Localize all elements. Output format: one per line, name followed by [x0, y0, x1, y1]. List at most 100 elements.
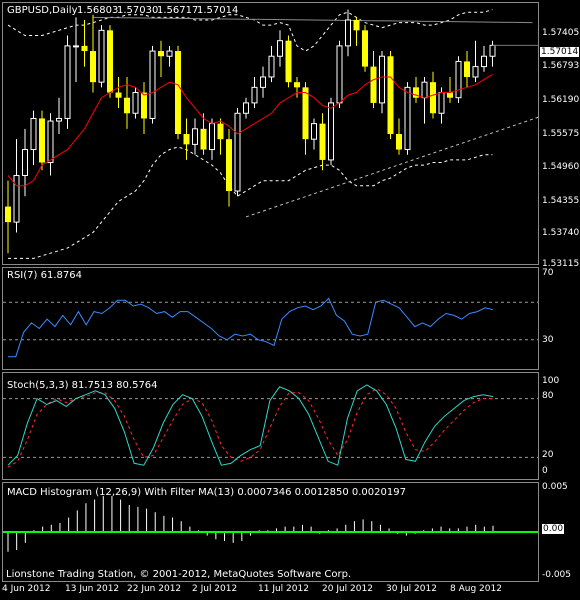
candle-body-bear: [175, 51, 181, 134]
candle-body-bull: [192, 128, 198, 145]
candle-body-bull: [22, 149, 28, 176]
candle-body-bull: [438, 92, 445, 114]
candle-body-bear: [90, 51, 96, 83]
candle-body-bull: [421, 81, 428, 99]
ohlc-open: 1.56803: [77, 5, 119, 16]
price-tick: 1.53115: [542, 259, 580, 269]
candle-body-bull: [311, 123, 317, 140]
candle-body-bear: [183, 134, 190, 145]
candle-body-bull: [328, 102, 334, 161]
macd-level: 0.00: [542, 524, 565, 534]
stoch-level: 0: [542, 466, 548, 476]
candle-body-bear: [200, 128, 207, 150]
candle-body-bear: [353, 19, 360, 31]
ohlc-close: 1.57014: [197, 5, 239, 16]
stoch-level: 80: [542, 391, 554, 401]
candle-body-bear: [294, 82, 300, 88]
candle-body-bull: [47, 120, 54, 164]
rsi-chart: [3, 297, 538, 358]
candle-body-bull: [260, 76, 266, 88]
candle-body-bull: [64, 45, 71, 119]
macd-label: MACD Histogram (12,26,9) With Filter MA(…: [7, 487, 406, 498]
macd-chart: [3, 496, 538, 552]
candle-body-bull: [268, 55, 275, 78]
stoch-main-line: [7, 384, 494, 466]
candle-body-bull: [132, 92, 139, 114]
rsi-panel: RSI(7) 61.8764: [2, 267, 539, 370]
candle-body-bear: [302, 87, 309, 140]
candle-body-bear: [124, 97, 130, 114]
candle-body-bear: [387, 56, 394, 134]
ohlc-low: 1.56717: [157, 5, 199, 16]
price-tick: 1.55575: [542, 129, 580, 139]
macd-level: 0.005: [542, 482, 568, 492]
candle-body-bear: [39, 118, 45, 163]
x-tick: 13 Jun 2012: [65, 584, 120, 594]
x-tick: 4 Jun 2012: [2, 584, 51, 594]
candle-body-bull: [234, 112, 241, 192]
rsi-level: 30: [542, 335, 554, 345]
candle-body-bull: [455, 60, 462, 99]
candle-body-bear: [5, 206, 11, 223]
candle-body-bear: [413, 87, 419, 98]
candle-body-bull: [277, 40, 283, 57]
price-panel: GBPUSD,Daily 1.56803 1.57030 1.56717 1.5…: [2, 2, 539, 265]
stoch-level: 20: [542, 450, 554, 460]
macd-level: -0.005: [542, 570, 572, 580]
candle-body-bull: [345, 19, 351, 47]
price-chart: [5, 9, 538, 259]
price-tick: 1.53740: [542, 228, 580, 238]
candle-body-bear: [370, 66, 377, 103]
price-tick: 1.56793: [542, 61, 580, 71]
candle-body-bull: [13, 174, 20, 223]
candle-body-bear: [362, 30, 368, 67]
candle-body-bull: [243, 102, 249, 114]
candle-body-bull: [98, 29, 105, 83]
price-tick: 1.54960: [542, 162, 580, 172]
candle-body-bull: [481, 55, 487, 68]
resistance-line: [92, 16, 533, 24]
candle-body-bear: [464, 61, 470, 77]
candle-body-bull: [251, 86, 258, 104]
x-tick: 8 Aug 2012: [450, 584, 502, 594]
candle-body-bull: [166, 50, 173, 57]
lower-band-line: [8, 146, 493, 259]
candle-body-bull: [56, 117, 62, 122]
candle-body-bear: [107, 30, 113, 93]
candle-body-bull: [209, 123, 215, 151]
symbol-label: GBPUSD,Daily: [7, 5, 78, 16]
rsi-line: [8, 297, 494, 358]
x-tick: 20 Jul 2012: [322, 584, 373, 594]
current-price-marker: 1.57014: [540, 47, 580, 57]
moving-average-line: [7, 73, 493, 187]
candle-body-bear: [430, 82, 436, 114]
x-tick: 22 Jun 2012: [127, 584, 182, 594]
x-tick: 30 Jul 2012: [386, 584, 437, 594]
candle-body-bull: [30, 117, 37, 151]
candle-body-bear: [158, 51, 164, 57]
candle-body-bear: [396, 134, 402, 150]
stoch-level: 100: [542, 376, 560, 386]
candle-body-bull: [379, 55, 385, 104]
candle-body-bull: [73, 45, 79, 48]
candle-body-bull: [472, 66, 479, 78]
x-tick: 11 Jul 2012: [258, 584, 309, 594]
candle-body-bear: [115, 92, 122, 98]
ohlc-high: 1.57030: [117, 5, 159, 16]
copyright: Lionstone Trading Station, © 2001-2012, …: [6, 569, 352, 580]
x-tick: 2 Jul 2012: [192, 584, 238, 594]
candle-body-bear: [226, 139, 232, 192]
candle-body-bear: [217, 123, 224, 140]
candle-body-bull: [489, 44, 496, 57]
price-tick: 1.56190: [542, 95, 580, 105]
candle-body-bear: [285, 40, 292, 83]
stoch-signal-line: [7, 388, 493, 468]
candle-body-bull: [336, 45, 343, 104]
candle-body-bear: [447, 92, 453, 98]
candle-body-bull: [149, 50, 156, 119]
candle-body-bear: [81, 45, 88, 52]
rsi-label: RSI(7) 61.8764: [7, 270, 82, 281]
candle-body-bull: [404, 86, 411, 151]
stoch-panel: Stoch(5,3,3) 81.7513 80.5764: [2, 372, 539, 480]
macd-panel: MACD Histogram (12,26,9) With Filter MA(…: [2, 482, 539, 582]
